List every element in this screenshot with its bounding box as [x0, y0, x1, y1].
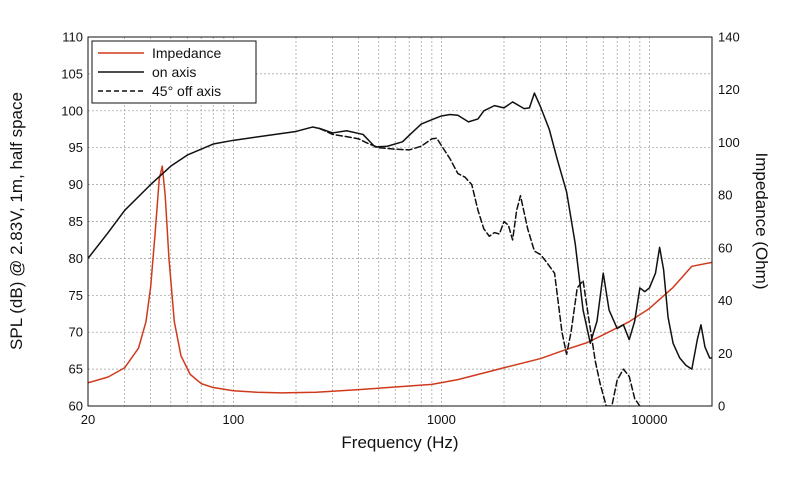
legend-label-off-axis: 45° off axis — [152, 83, 221, 99]
series-line-on-axis — [88, 92, 712, 370]
x-tick-label: 20 — [81, 412, 95, 427]
tick-labels: 60 65 70 75 80 85 90 95 100 105 110 0 20 40 60 80 100 120… — [61, 30, 739, 428]
y-tick-label: 90 — [69, 177, 83, 192]
y2-tick-label: 140 — [718, 30, 740, 45]
x-tick-label: 1000 — [427, 412, 456, 427]
y-tick-label: 60 — [69, 399, 83, 414]
y-axis-label: SPL (dB) @ 2.83V, 1m, half space — [7, 92, 26, 350]
x-axis-label: Frequency (Hz) — [341, 433, 458, 452]
series-line-45-off-axis — [318, 127, 641, 406]
y2-tick-label: 100 — [718, 135, 740, 150]
y2-tick-label: 120 — [718, 82, 740, 97]
y-tick-label: 80 — [69, 251, 83, 266]
legend-label-on-axis: on axis — [152, 64, 196, 80]
series-lines — [88, 92, 712, 406]
grid — [88, 37, 712, 406]
y-tick-label: 75 — [69, 288, 83, 303]
y-tick-label: 85 — [69, 214, 83, 229]
x-tick-label: 10000 — [631, 412, 667, 427]
y2-tick-label: 20 — [718, 346, 732, 361]
y2-axis-label: Impedance (Ohm) — [752, 153, 771, 290]
y-tick-label: 100 — [61, 103, 83, 118]
x-tick-label: 100 — [223, 412, 245, 427]
y2-tick-label: 0 — [718, 399, 725, 414]
y2-tick-label: 80 — [718, 188, 732, 203]
plot-frame — [87, 36, 713, 407]
y-tick-label: 110 — [62, 30, 83, 45]
y2-tick-label: 60 — [718, 240, 732, 255]
y2-tick-label: 40 — [718, 293, 732, 308]
y-tick-label: 70 — [69, 325, 83, 340]
y-tick-label: 95 — [69, 140, 83, 155]
legend-label-impedance: Impedance — [152, 45, 221, 61]
y-tick-label: 65 — [69, 362, 83, 377]
legend: Impedance on axis 45° off axis — [91, 40, 257, 104]
y-tick-label: 105 — [61, 66, 83, 81]
series-line-impedance — [88, 165, 712, 394]
